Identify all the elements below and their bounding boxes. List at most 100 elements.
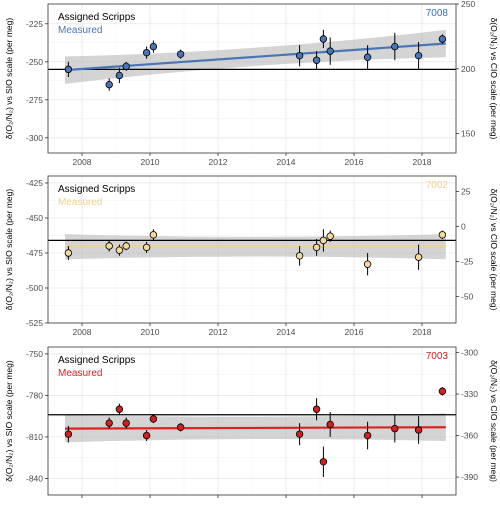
y-tick-label-right: -330 <box>461 389 478 399</box>
data-point <box>149 231 158 239</box>
legend-assigned-scripps: Assigned Scripps <box>58 184 135 195</box>
x-tick-label: 2014 <box>277 157 296 167</box>
panel-border <box>47 3 457 154</box>
y-axis-title-left: δ(O₂/N₂) vs SIO scale (per meg) <box>4 189 14 311</box>
data-point <box>363 431 372 440</box>
data-point <box>391 424 399 433</box>
y-tick-label-right: -390 <box>461 472 478 482</box>
legend-assigned-scripps: Assigned Scripps <box>58 12 135 23</box>
data-point <box>319 35 328 43</box>
y-tick-label-right: 25 <box>461 186 471 196</box>
panel-border <box>47 175 457 324</box>
x-tick-label: 2018 <box>413 157 432 167</box>
data-point <box>391 42 399 51</box>
y-tick-label-right: 200 <box>461 64 475 74</box>
data-point <box>122 62 130 71</box>
data-point <box>438 231 447 239</box>
legend-measured: Measured <box>58 368 102 379</box>
data-point <box>414 426 423 434</box>
data-point <box>438 35 447 43</box>
x-tick-label: 2018 <box>413 327 432 337</box>
x-tick-label: 2010 <box>141 157 160 167</box>
data-point <box>326 420 334 429</box>
y-axis-title-left: δ(O₂/N₂) vs SIO scale (per meg) <box>4 18 14 140</box>
x-tick-label: 2008 <box>73 327 92 337</box>
data-point <box>142 431 151 440</box>
station-label: 7003 <box>426 351 449 362</box>
legend-assigned-scripps: Assigned Scripps <box>58 355 135 366</box>
data-point <box>115 71 124 80</box>
panel-border <box>47 346 457 496</box>
data-point <box>319 458 328 466</box>
data-point <box>64 249 73 257</box>
data-point <box>312 56 321 64</box>
data-point <box>295 51 304 60</box>
data-point <box>142 243 151 252</box>
y-axis-title-right: δ(O₂/N₂) vs CIO scale (per meg) <box>489 360 499 482</box>
x-tick-label: 2016 <box>345 327 364 337</box>
y-tick-label-left: -275 <box>26 95 43 105</box>
data-point <box>105 80 113 89</box>
data-point <box>149 42 158 51</box>
y-tick-label-left: -225 <box>26 19 43 29</box>
y-tick-label-left: -475 <box>26 248 43 258</box>
y-tick-label-left: -300 <box>26 133 43 143</box>
data-point <box>122 242 130 250</box>
panel-7002: -425 -450 -475 -500 -525 25 0 -25 -50 2008 2010 201… <box>4 175 499 337</box>
x-tick-label: 2016 <box>345 157 364 167</box>
data-point <box>363 53 372 61</box>
y-tick-label-right: -25 <box>461 256 474 266</box>
y-tick-label-right: 250 <box>461 0 475 9</box>
data-point <box>176 423 185 431</box>
y-tick-label-left: -525 <box>26 318 43 328</box>
data-point <box>149 415 158 423</box>
data-point <box>176 50 185 58</box>
y-tick-label-left: -750 <box>26 349 43 359</box>
x-tick-label: 2008 <box>73 157 92 167</box>
y-tick-label-right: 150 <box>461 129 475 139</box>
legend-measured: Measured <box>58 25 102 36</box>
data-point <box>115 405 124 413</box>
x-tick-label: 2014 <box>277 327 296 337</box>
y-tick-label-right: -300 <box>461 348 478 358</box>
legend-measured: Measured <box>58 197 102 208</box>
y-tick-label-right: -50 <box>461 291 474 301</box>
y-tick-label-right: 0 <box>461 221 466 231</box>
data-point <box>105 419 113 427</box>
y-tick-label-left: -425 <box>26 178 43 188</box>
station-label: 7002 <box>426 180 449 191</box>
y-axis-title-right: δ(O₂/N₂) vs CIO scale (per meg) <box>489 189 499 311</box>
y-tick-label-left: -780 <box>26 390 43 400</box>
data-point <box>363 260 372 268</box>
data-point <box>326 47 334 55</box>
data-point <box>438 387 447 395</box>
y-axis-title-left: δ(O₂/N₂) vs SIO scale (per meg) <box>4 360 14 482</box>
y-tick-label-left: -500 <box>26 283 43 293</box>
measured-trend-line <box>64 426 446 430</box>
y-tick-label-left: -450 <box>26 213 43 223</box>
data-point <box>295 252 304 260</box>
x-tick-label: 2010 <box>141 327 160 337</box>
panel-7003: -750-780-810-840-300-330-360-39020082010… <box>4 346 499 506</box>
data-point <box>312 243 321 252</box>
y-tick-label-left: -810 <box>26 432 43 442</box>
data-point <box>64 430 73 438</box>
data-point <box>414 253 423 261</box>
station-label: 7008 <box>426 8 449 19</box>
data-point <box>295 430 304 438</box>
data-point <box>319 236 328 245</box>
y-tick-label-right: -360 <box>461 431 478 441</box>
data-point <box>312 405 321 413</box>
panel-7008: -225 -250 -275 -300 250 200 150 2008 2010 2012 201… <box>4 0 499 167</box>
data-point <box>122 419 130 427</box>
data-point <box>326 232 334 240</box>
data-point <box>64 65 73 74</box>
data-point <box>414 51 423 60</box>
data-point <box>142 48 151 57</box>
y-axis-title-right: δ(O₂/N₂) vs CIO scale (per meg) <box>489 18 499 140</box>
x-tick-label: 2012 <box>209 157 228 167</box>
data-point <box>115 246 124 254</box>
y-tick-label-left: -840 <box>26 473 43 483</box>
